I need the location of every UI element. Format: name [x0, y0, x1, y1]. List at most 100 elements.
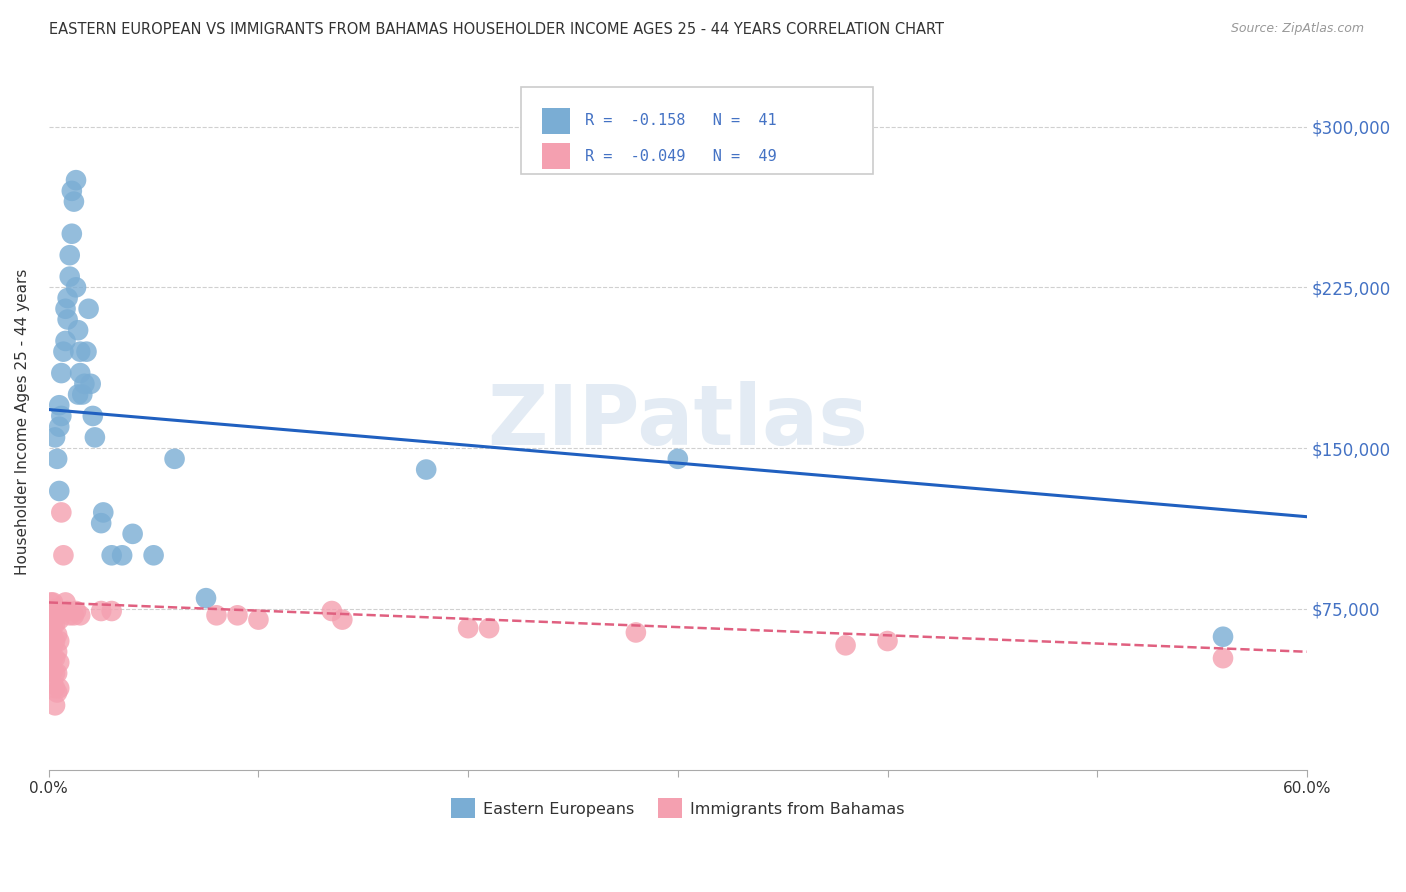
Point [60, 227, 83, 241]
Point [39, 604, 62, 618]
Point [48, 483, 70, 498]
Point [83, 430, 105, 444]
Text: R =  -0.158   N =  41: R = -0.158 N = 41 [585, 113, 776, 128]
Point [834, 638, 856, 652]
Point [666, 451, 689, 466]
Text: Source: ZipAtlas.com: Source: ZipAtlas.com [1230, 22, 1364, 36]
Point [1212, 651, 1234, 665]
Point [44, 681, 66, 696]
Point [44, 698, 66, 713]
Point [457, 621, 479, 635]
Point [44, 602, 66, 616]
FancyBboxPatch shape [541, 108, 569, 134]
Point [69, 608, 91, 623]
Point [247, 613, 270, 627]
Point [59, 269, 82, 284]
Point [226, 608, 249, 623]
Point [73, 376, 96, 391]
Point [321, 604, 343, 618]
Point [46, 645, 69, 659]
Point [59, 608, 82, 623]
Point [44, 616, 66, 631]
Point [90, 604, 112, 618]
FancyBboxPatch shape [520, 87, 873, 174]
Point [60, 184, 83, 198]
Point [44, 634, 66, 648]
Point [67, 323, 90, 337]
Point [100, 549, 122, 563]
Point [56, 291, 79, 305]
Point [77, 301, 100, 316]
Point [44, 430, 66, 444]
Point [48, 398, 70, 412]
Point [39, 613, 62, 627]
Point [63, 194, 86, 209]
Point [80, 376, 103, 391]
Point [59, 248, 82, 262]
Point [55, 334, 77, 348]
Point [46, 685, 69, 699]
Point [44, 651, 66, 665]
Point [65, 173, 87, 187]
Text: ZIPatlas: ZIPatlas [488, 381, 869, 462]
Point [1212, 630, 1234, 644]
Point [39, 624, 62, 638]
Point [46, 666, 69, 681]
Point [415, 462, 437, 476]
Point [56, 312, 79, 326]
Point [48, 419, 70, 434]
Point [42, 664, 65, 678]
Point [69, 344, 91, 359]
Point [42, 595, 65, 609]
Point [91, 505, 114, 519]
Point [46, 608, 69, 623]
Point [82, 409, 104, 423]
Point [65, 604, 87, 618]
Point [52, 344, 75, 359]
Point [69, 366, 91, 380]
Point [55, 301, 77, 316]
Point [48, 681, 70, 696]
Point [55, 595, 77, 609]
Point [205, 608, 228, 623]
Point [624, 625, 647, 640]
Point [67, 387, 90, 401]
Point [48, 656, 70, 670]
Point [48, 634, 70, 648]
Point [42, 630, 65, 644]
Point [51, 366, 73, 380]
Point [42, 638, 65, 652]
Point [39, 595, 62, 609]
Point [46, 627, 69, 641]
Point [330, 613, 353, 627]
Point [111, 549, 134, 563]
Point [100, 604, 122, 618]
Point [163, 451, 186, 466]
Text: EASTERN EUROPEAN VS IMMIGRANTS FROM BAHAMAS HOUSEHOLDER INCOME AGES 25 - 44 YEAR: EASTERN EUROPEAN VS IMMIGRANTS FROM BAHA… [49, 22, 945, 37]
Point [65, 280, 87, 294]
FancyBboxPatch shape [541, 143, 569, 169]
Point [876, 634, 898, 648]
Point [63, 608, 86, 623]
Y-axis label: Householder Income Ages 25 - 44 years: Householder Income Ages 25 - 44 years [15, 268, 30, 574]
Point [46, 451, 69, 466]
Point [51, 409, 73, 423]
Point [478, 621, 501, 635]
Point [195, 591, 218, 606]
Point [142, 549, 165, 563]
Legend: Eastern Europeans, Immigrants from Bahamas: Eastern Europeans, Immigrants from Baham… [444, 792, 911, 824]
Point [90, 516, 112, 530]
Point [52, 549, 75, 563]
Point [72, 387, 94, 401]
Point [42, 677, 65, 691]
Point [48, 613, 70, 627]
Text: R =  -0.049   N =  49: R = -0.049 N = 49 [585, 149, 776, 163]
Point [76, 344, 98, 359]
Point [51, 505, 73, 519]
Point [42, 651, 65, 665]
Point [42, 616, 65, 631]
Point [44, 666, 66, 681]
Point [56, 604, 79, 618]
Point [42, 608, 65, 623]
Point [121, 526, 143, 541]
